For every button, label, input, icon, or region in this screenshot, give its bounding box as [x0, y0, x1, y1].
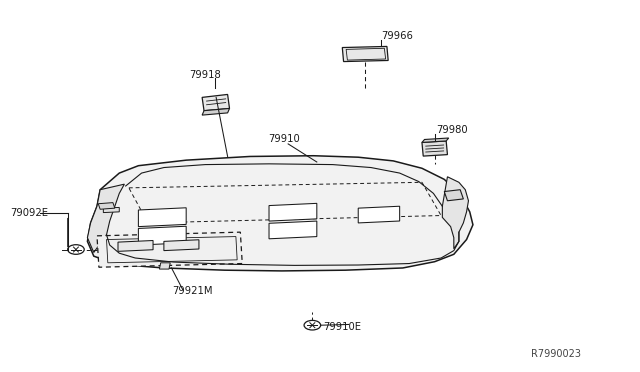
- Polygon shape: [138, 208, 186, 227]
- Polygon shape: [88, 184, 124, 253]
- Polygon shape: [202, 94, 230, 111]
- Polygon shape: [444, 190, 463, 201]
- Polygon shape: [103, 208, 119, 212]
- Polygon shape: [269, 221, 317, 239]
- Polygon shape: [269, 203, 317, 221]
- Text: 79910E: 79910E: [323, 322, 361, 332]
- Text: 79980: 79980: [436, 125, 468, 135]
- Text: 79918: 79918: [189, 70, 221, 80]
- Polygon shape: [99, 203, 115, 209]
- Polygon shape: [342, 46, 388, 62]
- Polygon shape: [442, 177, 468, 249]
- Polygon shape: [138, 226, 186, 245]
- Text: 79921M: 79921M: [172, 286, 212, 296]
- Polygon shape: [159, 263, 170, 269]
- Text: 79910: 79910: [268, 134, 300, 144]
- Text: R7990023: R7990023: [531, 349, 580, 359]
- Polygon shape: [164, 240, 199, 251]
- Polygon shape: [422, 141, 447, 156]
- Polygon shape: [422, 138, 449, 142]
- Polygon shape: [358, 206, 399, 223]
- Text: 79966: 79966: [381, 31, 413, 41]
- Polygon shape: [88, 156, 473, 271]
- Text: 79092E: 79092E: [10, 208, 48, 218]
- Polygon shape: [97, 232, 243, 267]
- Polygon shape: [118, 240, 153, 251]
- Polygon shape: [202, 109, 230, 115]
